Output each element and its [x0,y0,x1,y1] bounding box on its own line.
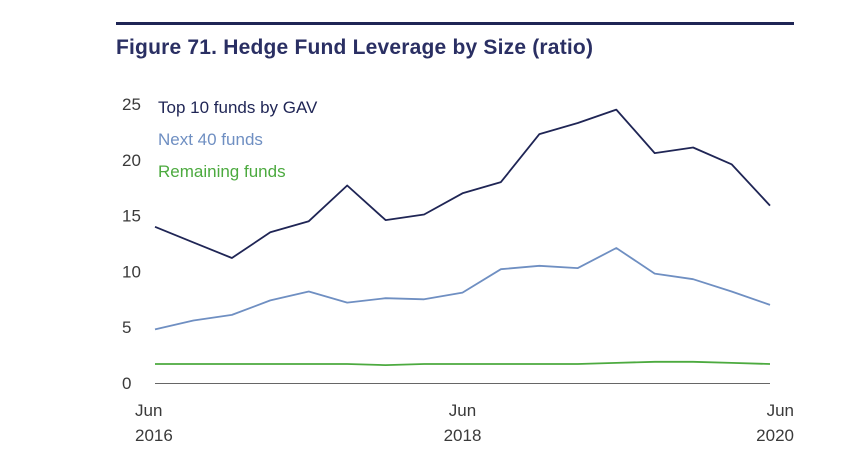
y-tick-label: 15 [122,207,141,226]
x-tick-label: 2018 [444,426,482,445]
legend-entry: Remaining funds [158,162,286,181]
x-tick-label: Jun [767,401,794,420]
y-tick-label: 0 [122,374,131,393]
series-line-1 [154,108,771,259]
x-tick-label: 2020 [756,426,794,445]
x-axis-ticks: Jun 2016 Jun 2018 Jun 2020 [135,401,794,445]
series-lines [154,108,771,367]
y-tick-label: 10 [122,262,141,281]
y-tick-label: 25 [122,95,141,114]
y-tick-label: 5 [122,318,131,337]
y-axis-ticks: 0 5 10 15 20 25 [122,95,141,393]
y-tick-label: 20 [122,151,141,170]
x-tick-label: Jun [449,401,476,420]
legend: Top 10 funds by GAV Next 40 funds Remainin… [158,98,318,181]
series-line-3 [155,360,771,367]
title-rule [116,22,794,25]
legend-entry: Next 40 funds [158,130,263,149]
x-tick-label: Jun [135,401,162,420]
legend-entry: Top 10 funds by GAV [158,98,318,117]
chart-title: Figure 71. Hedge Fund Leverage by Size (… [116,36,594,59]
x-tick-label: 2016 [135,426,173,445]
series-line-2 [154,247,771,331]
